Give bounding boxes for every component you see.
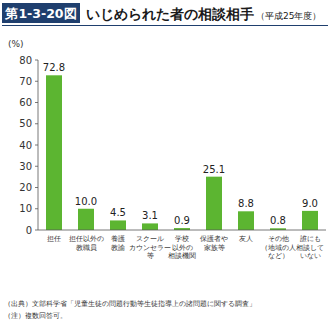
x-tick-label: 担任 [47,235,61,243]
y-tick [35,230,38,231]
y-tick-label: 70 [19,76,32,87]
y-axis [38,60,39,230]
x-tick-label-line: 教諭 [111,244,125,252]
y-tick [35,208,38,209]
bar [206,177,222,230]
x-tick-label: 担任以外の教職員 [69,235,104,252]
bar [238,211,254,230]
y-tick-label: 10 [19,203,32,214]
x-tick-label-line: 相談して [296,244,324,252]
y-tick-label: 20 [19,182,32,193]
x-tick-label: 誰にも相談していない [296,235,324,260]
bar [142,223,158,230]
x-tick-label-line: 相談機関 [168,252,196,260]
bar [46,75,62,230]
figure-label: 第1-3-20図 [4,6,76,21]
note: （注）複数回答可。 [4,311,67,320]
title: いじめられた者の相談相手 [86,6,254,22]
y-tick-label: 0 [26,225,32,236]
note: （出典）文部科学省「児童生徒の問題行動等生徒指導上の諸問題に関する調査」 [4,299,256,308]
data-label: 9.0 [302,198,318,209]
chart: 第1-3-20図いじめられた者の相談相手（平成25年度） (%) 0 10 20 30 40… [0,0,330,330]
data-label: 10.0 [75,196,97,207]
y-tick [35,187,38,188]
page: {"chart_data": {"type": "bar", "figure_l… [0,0,330,330]
y-tick [35,166,38,167]
y-tick [35,60,38,61]
x-tick-label-line: 保護者や [200,235,228,243]
data-label: 25.1 [203,164,225,175]
x-tick-label-line: 教職員 [76,244,97,252]
y-axis-label: (%) [8,39,24,49]
x-tick-label: その他（地域の人など） [261,235,296,260]
y-tick [35,81,38,82]
x-axis [38,230,326,231]
x-tick-label-line: 以外の [172,244,193,252]
data-label: 4.5 [110,207,126,218]
y-tick [35,102,38,103]
x-tick-label: 養護教諭 [111,235,125,252]
y-tick-label: 80 [19,55,32,66]
data-label: 72.8 [43,62,65,73]
bar [78,209,94,230]
x-tick-label-line: スクール [136,235,164,243]
x-tick-label-line: 等 [147,252,154,260]
y-tick [35,123,38,124]
x-tick-label: 保護者や家族等 [200,235,228,252]
x-tick-label-line: 誰にも [300,235,321,243]
x-tick-label-line: 担任 [47,235,61,243]
y-tick-label: 30 [19,161,32,172]
x-tick-label: 友人 [239,235,253,243]
bar [302,211,318,230]
y-tick-label: 60 [19,97,32,108]
x-tick-label-line: 養護 [111,235,125,243]
x-tick-label-line: その他 [268,235,289,243]
data-label: 8.8 [238,198,254,209]
bars [46,75,318,230]
x-tick-label-line: 担任以外の [69,235,104,243]
bar [110,220,126,230]
y-tick-label: 50 [19,118,32,129]
x-tick-label-line: 友人 [239,235,253,243]
x-tick-label-line: カウンセラー [129,244,171,252]
x-tick-label: スクールカウンセラー等 [129,235,171,260]
header-rule [2,25,328,26]
y-tick [35,145,38,146]
subtitle: （平成25年度） [256,11,321,21]
data-label: 0.9 [174,215,190,226]
x-tick-label-line: など） [268,252,289,260]
y-tick-label: 40 [19,140,32,151]
x-tick-label-line: 家族等 [204,244,225,252]
data-label: 3.1 [142,210,158,221]
data-label: 0.8 [270,215,286,226]
x-tick-label-line: （地域の人 [261,244,296,252]
x-tick-label-line: いない [300,252,321,260]
x-tick-label-line: 学校 [175,235,189,243]
x-tick-label: 学校以外の相談機関 [168,235,196,260]
figure-badge [2,3,80,23]
